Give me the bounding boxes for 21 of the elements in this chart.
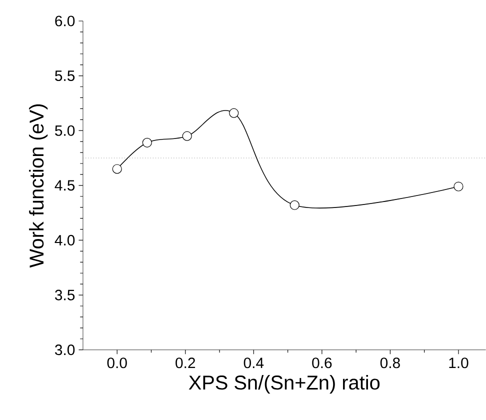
point xyxy=(290,200,300,210)
x-tick-label: 0.8 xyxy=(380,358,400,368)
y-tick-label: 3.0 xyxy=(55,344,75,356)
x-tick-label: 1.0 xyxy=(449,358,468,368)
point xyxy=(142,138,152,148)
x-tick-label: 0.0 xyxy=(107,358,127,368)
y-tick-label: 4.5 xyxy=(54,180,75,191)
point xyxy=(182,131,192,141)
x-tick-label: 0.6 xyxy=(312,358,332,368)
y-tick-label: 3.5 xyxy=(55,290,75,300)
y-tick-label: 6.0 xyxy=(55,16,75,26)
point xyxy=(112,164,122,174)
y-tick-label: 5.5 xyxy=(55,70,75,82)
y-axis-title: Work function (eV) xyxy=(29,104,48,268)
point xyxy=(229,108,239,118)
y-tick-label: 5.0 xyxy=(55,125,75,136)
x-tick-label: 0.4 xyxy=(244,358,264,368)
point xyxy=(454,182,464,192)
x-tick-label: 0.2 xyxy=(176,358,196,368)
x-axis-title: XPS Sn/(Sn+Zn) ratio xyxy=(188,375,380,394)
y-tick-label: 4.0 xyxy=(54,235,75,246)
